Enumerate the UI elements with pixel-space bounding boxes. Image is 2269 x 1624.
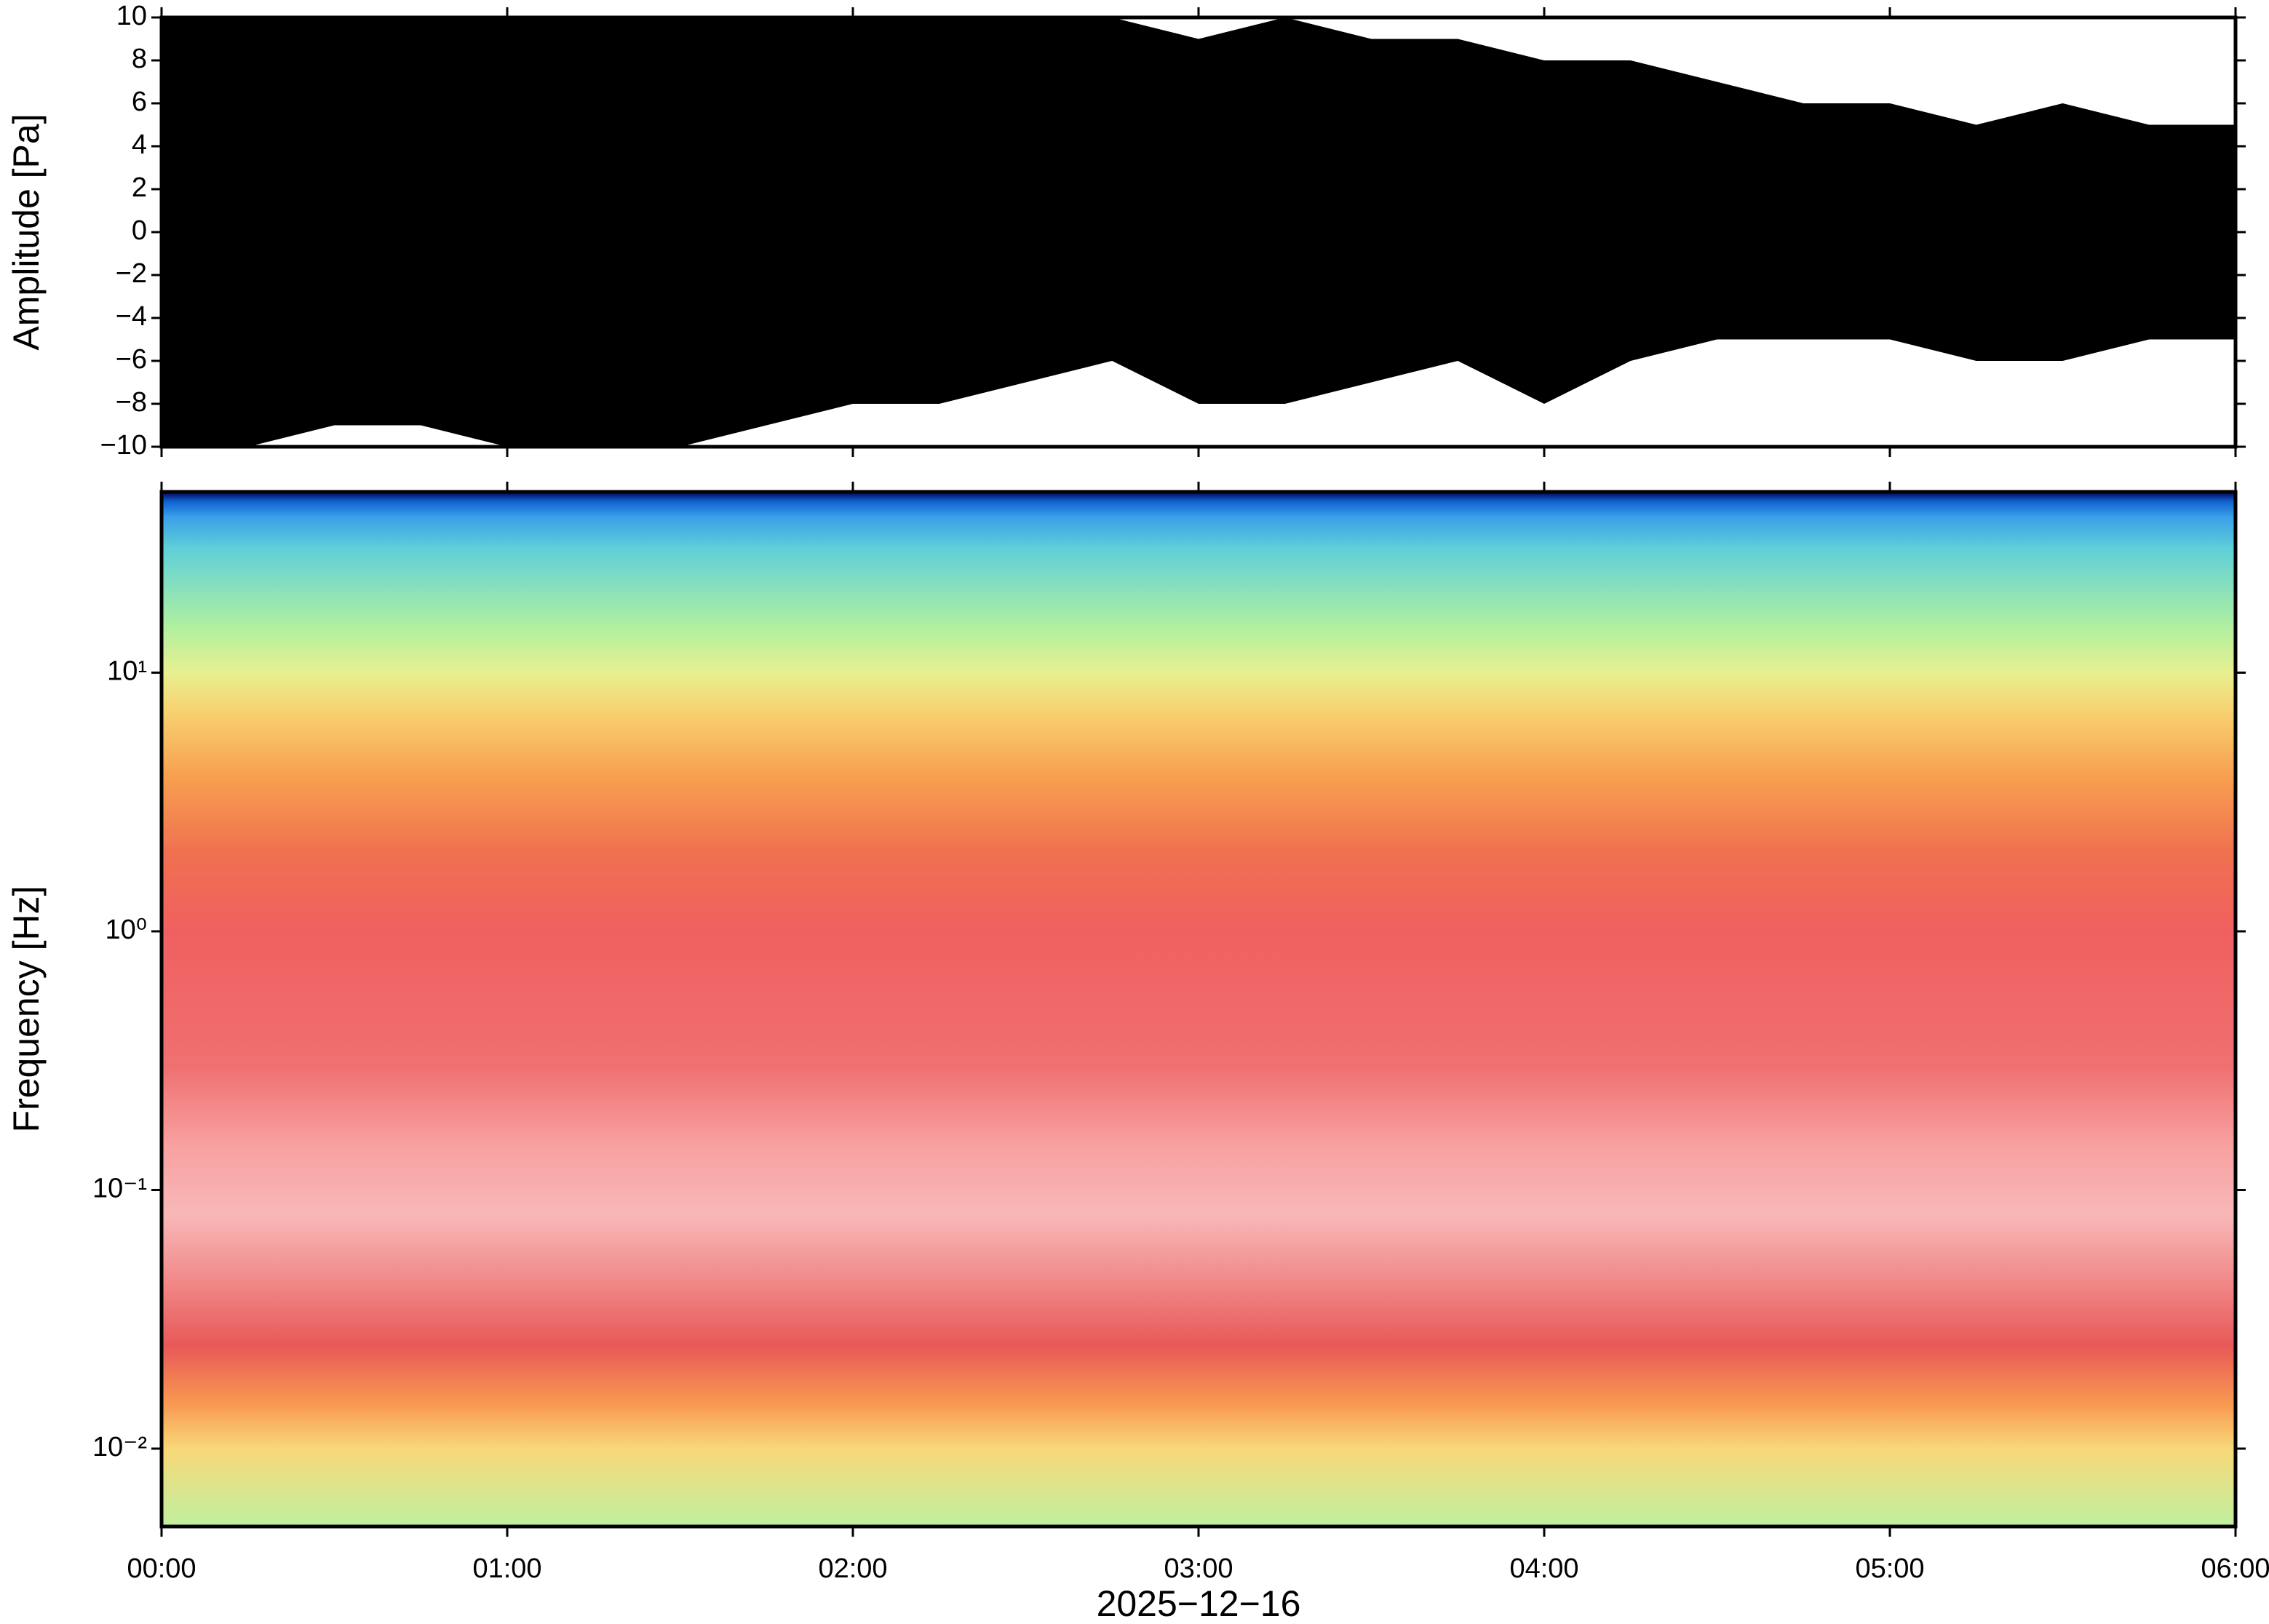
y-tick-label: 8 bbox=[132, 44, 147, 74]
y-tick-label: 0 bbox=[132, 215, 147, 246]
waveform-envelope bbox=[162, 17, 2236, 232]
x-tick-label: 00:00 bbox=[127, 1553, 196, 1584]
x-tick-label: 03:00 bbox=[1164, 1553, 1233, 1584]
y-tick-label: −2 bbox=[116, 258, 147, 289]
x-tick-label: 04:00 bbox=[1509, 1553, 1578, 1584]
y-tick-label: 10 bbox=[116, 1, 147, 31]
y-tick-label: 10⁻² bbox=[92, 1432, 147, 1462]
plot-frame bbox=[159, 490, 2238, 1529]
y-axis-title: Frequency [Hz] bbox=[6, 885, 47, 1132]
x-tick-label: 02:00 bbox=[818, 1553, 887, 1584]
y-tick-label: −10 bbox=[100, 430, 147, 461]
x-tick-label: 06:00 bbox=[2201, 1553, 2269, 1584]
spectrogram-image bbox=[162, 492, 2236, 1527]
y-tick-label: 10⁻¹ bbox=[92, 1174, 147, 1204]
x-tick-label: 05:00 bbox=[1855, 1553, 1924, 1584]
x-axis-title: 2025−12−16 bbox=[1097, 1583, 1301, 1624]
y-axis-title: Amplitude [Pa] bbox=[6, 114, 47, 350]
y-tick-label: 4 bbox=[132, 130, 147, 160]
x-tick-label: 01:00 bbox=[472, 1553, 541, 1584]
waveform-envelope bbox=[162, 232, 2236, 447]
y-tick-label: 6 bbox=[132, 87, 147, 117]
y-tick-label: −6 bbox=[116, 344, 147, 375]
y-tick-label: 2 bbox=[132, 172, 147, 203]
y-tick-label: −4 bbox=[116, 301, 147, 332]
y-tick-label: 10⁰ bbox=[105, 915, 147, 945]
y-tick-label: 10¹ bbox=[107, 656, 147, 687]
y-tick-label: −8 bbox=[116, 387, 147, 418]
